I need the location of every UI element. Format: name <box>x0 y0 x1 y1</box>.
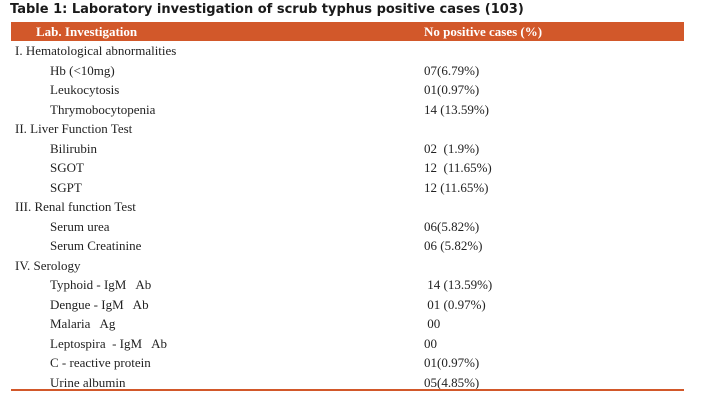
investigation-label: SGOT <box>50 160 84 175</box>
table-header: Lab. Investigation No positive cases (%) <box>11 22 684 41</box>
positive-cases-value: 07(6.79%) <box>424 62 480 78</box>
positive-cases-value: 01(0.97%) <box>424 82 480 97</box>
header-lab-investigation: Lab. Investigation <box>36 24 138 39</box>
positive-cases-value: 14 (13.59%) <box>424 277 493 292</box>
positive-cases-value: 06(5.82%) <box>424 218 480 234</box>
investigation-label: Dengue - IgM Ab <box>50 296 149 312</box>
section-row: I. Hematological abnormalities <box>11 41 684 60</box>
investigation-label: Hb (<10mg) <box>50 62 115 78</box>
positive-cases-value: 00 <box>424 316 441 331</box>
investigation-label: Leptospira - IgM Ab <box>50 335 167 351</box>
section-label: I. Hematological abnormalities <box>15 43 177 58</box>
header-positive-cases: No positive cases (%) <box>424 24 543 39</box>
investigation-label: Leukocytosis <box>50 82 120 97</box>
investigation-label: SGPT <box>50 179 82 195</box>
table-row: Typhoid - IgM Ab 14 (13.59%) <box>11 275 684 294</box>
positive-cases-value: 12 (11.65%) <box>424 160 492 175</box>
table-row: Urine albumin 05(4.85%) <box>11 373 684 392</box>
investigation-label: Malaria Ag <box>50 316 116 331</box>
investigation-label: Serum Creatinine <box>50 238 142 253</box>
investigation-label: Typhoid - IgM Ab <box>50 277 152 292</box>
table-caption: Table 1: Laboratory investigation of scr… <box>10 2 524 17</box>
table-row: Hb (<10mg) 07(6.79%) <box>11 61 684 80</box>
table-row: Leptospira - IgM Ab 00 <box>11 334 684 353</box>
investigation-label: Serum urea <box>50 218 110 234</box>
table-row: Serum urea 06(5.82%) <box>11 217 684 236</box>
table-row: SGPT 12 (11.65%) <box>11 178 684 197</box>
positive-cases-value: 05(4.85%) <box>424 374 480 390</box>
table-row: Serum Creatinine 06 (5.82%) <box>11 236 684 255</box>
table-row: Malaria Ag 00 <box>11 314 684 333</box>
table-row: Dengue - IgM Ab 01 (0.97%) <box>11 295 684 314</box>
positive-cases-value: 06 (5.82%) <box>424 238 483 253</box>
investigation-label: Thrymobocytopenia <box>50 101 156 117</box>
section-label: II. Liver Function Test <box>15 121 133 136</box>
section-row: II. Liver Function Test <box>11 119 684 138</box>
positive-cases-value: 01 (0.97%) <box>424 296 486 312</box>
table-row: Thrymobocytopenia 14 (13.59%) <box>11 100 684 119</box>
positive-cases-value: 14 (13.59%) <box>424 101 489 117</box>
positive-cases-value: 00 <box>424 335 437 351</box>
positive-cases-value: 02 (1.9%) <box>424 140 480 156</box>
section-label: III. Renal function Test <box>15 199 136 214</box>
table-row: Bilirubin 02 (1.9%) <box>11 139 684 158</box>
positive-cases-value: 01(0.97%) <box>424 355 480 370</box>
investigation-label: Bilirubin <box>50 140 97 156</box>
investigation-label: C - reactive protein <box>50 355 151 370</box>
section-row: III. Renal function Test <box>11 197 684 216</box>
positive-cases-value: 12 (11.65%) <box>424 179 489 195</box>
investigation-label: Urine albumin <box>50 374 126 390</box>
section-row: IV. Serology <box>11 256 684 275</box>
table-row: Leukocytosis 01(0.97%) <box>11 80 684 99</box>
table-row: C - reactive protein 01(0.97%) <box>11 353 684 372</box>
table-bottom-rule <box>11 389 684 391</box>
section-label: IV. Serology <box>15 257 81 273</box>
table-row: SGOT 12 (11.65%) <box>11 158 684 177</box>
